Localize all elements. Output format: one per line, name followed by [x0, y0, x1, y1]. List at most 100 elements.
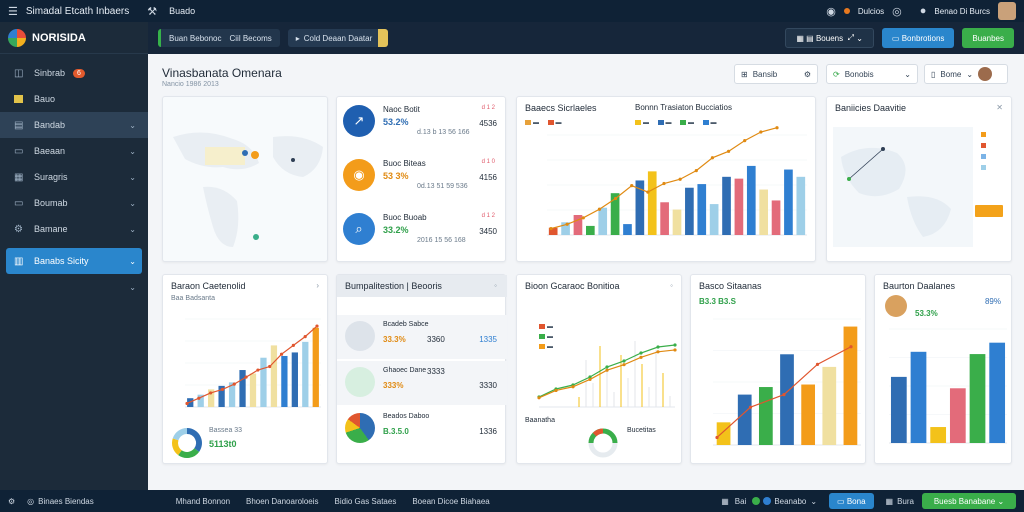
list-item[interactable]: Beados Daboo B.3.5.0 1336 — [337, 407, 507, 451]
map-marker[interactable] — [881, 147, 885, 151]
sidebar-item-6[interactable]: ▭ Boumab ⌄ — [0, 190, 148, 216]
card-title: Basco Sitaanas — [699, 281, 762, 291]
line-point — [291, 343, 295, 347]
tools-icon[interactable]: ⚒ — [147, 5, 158, 18]
footer-green-label: Buesb Banabane — [933, 496, 996, 506]
footer-item[interactable]: Boean Dicoe Biahaea — [412, 496, 490, 506]
sidebar-item-label: Boumab — [34, 198, 68, 208]
toolbar-outline-button[interactable]: ▦ ▤ Bouens ⤢ ⌄ — [785, 28, 874, 48]
toolbar-blue-button[interactable]: ▭ Bonbrotions — [881, 28, 955, 48]
bar — [784, 169, 793, 235]
tab-1[interactable]: Buan Bebonoc Ciil Becoms — [158, 29, 280, 47]
brand-name: NORISIDA — [32, 31, 86, 44]
chevron-down-icon: ⌄ — [129, 172, 136, 182]
map-marker[interactable] — [253, 234, 259, 240]
sidebar-item-4[interactable]: ▭ Baeaan ⌄ — [0, 138, 148, 164]
sidebar-item-2[interactable]: Bauo — [0, 86, 148, 112]
sidebar-item-extra[interactable]: ⌄ — [0, 274, 148, 300]
hamburger-menu-icon[interactable]: ☰ — [8, 5, 18, 18]
chart-card-1: Baraon Caetenolid › Baa Badsanta Bassea … — [162, 274, 328, 464]
grid-icon[interactable]: ▦ — [885, 496, 894, 506]
bar — [291, 352, 298, 407]
line-point — [678, 177, 682, 181]
list-value: 333% — [383, 381, 404, 390]
kpi-row[interactable]: ⌕ Buoc Buoab 33.2% 2016 15 56 168 3450 d… — [343, 207, 501, 257]
bar — [709, 204, 719, 235]
line-point — [244, 375, 248, 379]
chevron-right-icon[interactable]: › — [316, 281, 319, 290]
sidebar-item-5[interactable]: ▦ Suragris ⌄ — [0, 164, 148, 190]
bar — [647, 171, 657, 235]
filter-dropdown-1[interactable]: ⊞ Bansib ⚙ — [734, 64, 818, 84]
sidebar-item-label: Baeaan — [34, 146, 66, 156]
footer-item[interactable]: Mhand Bonnon — [175, 496, 231, 506]
chevron-down-icon: ⌄ — [966, 69, 974, 79]
map-marker[interactable] — [251, 151, 259, 159]
top-tab[interactable]: Buado — [169, 6, 196, 16]
close-icon[interactable]: ✕ — [996, 103, 1003, 112]
line-point — [220, 387, 225, 391]
more-icon[interactable]: ◦ — [670, 281, 673, 290]
footer-item[interactable]: Bhoen Danoaroloeis — [246, 496, 319, 506]
tab-2-label: Ciil Becoms — [229, 33, 272, 43]
filter-dropdown-2[interactable]: ⟳ Bonobis ⌄ — [826, 64, 918, 84]
legend-item: ▬ — [539, 344, 553, 350]
chart-icon: ▥ — [14, 255, 24, 267]
avatar[interactable] — [978, 67, 993, 81]
top-button[interactable]: Dulcios — [857, 6, 885, 16]
sidebar-item-3[interactable]: ▤ Bandab ⌄ — [0, 112, 148, 138]
map-marker[interactable] — [291, 158, 295, 162]
footer-green-button[interactable]: Buesb Banabane ⌄ — [922, 493, 1016, 509]
map-card[interactable] — [162, 96, 328, 262]
help-icon[interactable]: ◎ — [892, 5, 902, 18]
grid-icon[interactable]: ▦ — [721, 496, 729, 506]
tab-3[interactable]: ▸ Cold Deaan Daatar — [287, 29, 389, 47]
filter-dropdown-3[interactable]: ▯ Bome ⌄ — [924, 64, 1008, 84]
line-point — [849, 345, 853, 349]
toolbar-green-button[interactable]: Buanbes — [962, 28, 1014, 48]
sidebar-item-label: Sinbrab — [34, 68, 66, 78]
avatar[interactable] — [885, 295, 907, 317]
legend-item: ▬ — [702, 120, 717, 126]
chevron-down-icon[interactable]: ⌄ — [810, 496, 818, 506]
bar — [734, 178, 744, 235]
kpi-row[interactable]: ◉ Buoc Biteas 53 3% 0d.13 51 59 536 4156… — [343, 153, 501, 203]
line-point — [549, 226, 553, 231]
settings-icon: ⚙ — [14, 223, 23, 235]
list-item[interactable]: Bcadeb Sabce 33.3% 3360 1335 — [337, 315, 507, 359]
kpi-row[interactable]: ↗ Naoc Botit 53.2% d.13 b 13 56 166 4536… — [343, 99, 501, 149]
map-tooltip[interactable] — [975, 205, 1003, 217]
legend-item: ▬ — [635, 120, 649, 126]
sidebar-item-1[interactable]: ◫ Sinbrab 6 — [0, 60, 148, 86]
more-icon[interactable]: ◦ — [494, 281, 497, 290]
bar — [771, 200, 781, 235]
revenue-chart-card: Baaecs Sicrlaeles Bonnn Trasiaton Buccia… — [516, 96, 816, 262]
chevron-down-icon: ⌄ — [856, 33, 863, 43]
list-item[interactable]: Ghaoec Dane 333% 3333 3330 — [337, 361, 507, 405]
map-marker[interactable] — [242, 150, 248, 156]
map-highlight — [205, 147, 245, 165]
bar — [801, 384, 816, 445]
line-point — [673, 343, 677, 347]
donut-segment — [178, 448, 200, 458]
legend-item: ▬ — [539, 334, 553, 340]
user-name[interactable]: Benao Di Burcs — [934, 6, 990, 16]
sidebar-item-active[interactable]: ▥ Banabs Sicity ⌄ — [6, 248, 142, 274]
map-marker[interactable] — [847, 177, 851, 181]
shield-icon[interactable]: ◉ — [826, 5, 836, 18]
calendar-icon: ▯ — [931, 69, 936, 79]
sidebar-item-7[interactable]: ⚙ Bamane ⌄ — [0, 216, 148, 242]
footer-item[interactable]: Binaes Biendas — [38, 496, 94, 506]
kpi-right-value: 4156 — [479, 173, 497, 182]
brand[interactable]: NORISIDA — [0, 22, 148, 54]
donut-value: 5113t0 — [209, 439, 237, 449]
avatar[interactable] — [998, 2, 1016, 20]
main-content: Vinasbanata Omenara Nancio 1986 2013 ⊞ B… — [148, 54, 1024, 490]
card-title: Bioon Gcaraoc Bonitioa — [525, 281, 620, 291]
line-chart-3 — [537, 341, 677, 458]
footer-blue-button[interactable]: ▭ Bona — [829, 493, 874, 509]
footer-item[interactable]: Bidio Gas Sataes — [334, 496, 397, 506]
user-icon[interactable]: ● — [919, 5, 927, 17]
bar — [822, 366, 837, 445]
settings-icon[interactable]: ⚙ — [8, 496, 16, 506]
